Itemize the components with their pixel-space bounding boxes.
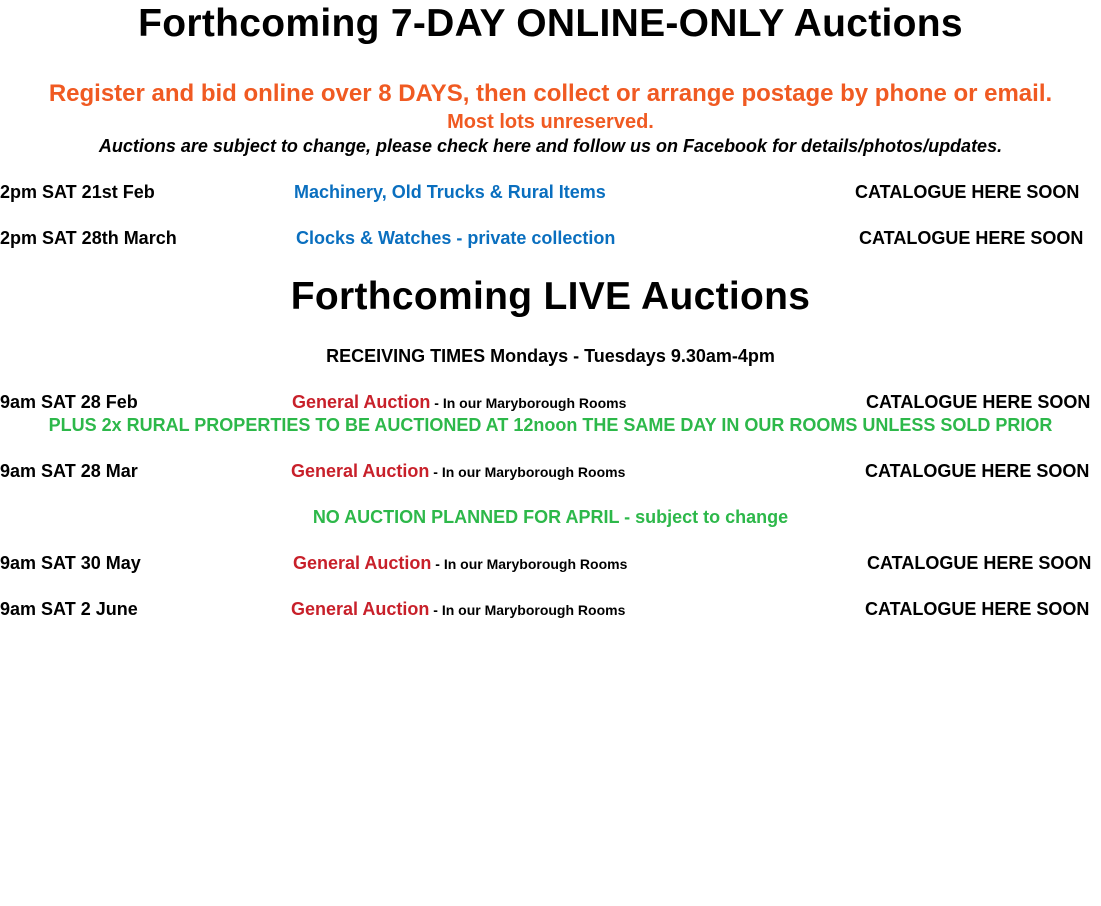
auction-title-link[interactable]: Machinery, Old Trucks & Rural Items — [294, 182, 606, 202]
auction-date: 9am SAT 2 June — [0, 599, 138, 619]
auction-title-link[interactable]: General Auction - In our Maryborough Roo… — [292, 392, 626, 413]
online-auctions-heading: Forthcoming 7-DAY ONLINE-ONLY Auctions — [138, 2, 963, 45]
separator: - — [429, 464, 442, 480]
separator: - — [430, 395, 443, 411]
auction-title-link[interactable]: Clocks & Watches - private collection — [296, 228, 616, 248]
catalogue-link[interactable]: CATALOGUE HERE SOON — [855, 182, 1080, 202]
register-note: Register and bid online over 8 DAYS, the… — [48, 80, 1053, 107]
auction-title-link[interactable]: General Auction - In our Maryborough Roo… — [291, 599, 625, 620]
catalogue-link[interactable]: CATALOGUE HERE SOON — [865, 599, 1090, 619]
catalogue-link[interactable]: CATALOGUE HERE SOON — [867, 553, 1092, 573]
change-note: Auctions are subject to change, please c… — [98, 136, 1003, 156]
auction-title[interactable]: General Auction — [291, 599, 430, 619]
catalogue-link[interactable]: CATALOGUE HERE SOON — [866, 392, 1091, 412]
april-note: NO AUCTION PLANNED FOR APRIL - subject t… — [312, 507, 789, 527]
auction-title-link[interactable]: General Auction - In our Maryborough Roo… — [293, 553, 627, 574]
auction-title-link[interactable]: General Auction - In our Maryborough Roo… — [291, 461, 625, 482]
auction-date: 2pm SAT 28th March — [0, 228, 177, 248]
receiving-times: RECEIVING TIMES Mondays - Tuesdays 9.30a… — [326, 346, 775, 366]
auction-title[interactable]: General Auction — [291, 461, 430, 481]
unreserved-note: Most lots unreserved. — [447, 111, 654, 133]
catalogue-link[interactable]: CATALOGUE HERE SOON — [859, 228, 1084, 248]
auction-location: In our Maryborough Rooms — [443, 556, 628, 572]
auction-date: 2pm SAT 21st Feb — [0, 182, 155, 202]
auction-location: In our Maryborough Rooms — [442, 395, 627, 411]
auction-date: 9am SAT 28 Mar — [0, 461, 138, 481]
auction-date: 9am SAT 28 Feb — [0, 392, 138, 412]
rural-properties-note: PLUS 2x RURAL PROPERTIES TO BE AUCTIONED… — [48, 415, 1053, 435]
auction-location: In our Maryborough Rooms — [441, 464, 626, 480]
auction-date: 9am SAT 30 May — [0, 553, 141, 573]
separator: - — [429, 602, 442, 618]
live-auctions-heading: Forthcoming LIVE Auctions — [290, 275, 811, 318]
auction-location: In our Maryborough Rooms — [441, 602, 626, 618]
auction-title[interactable]: General Auction — [292, 392, 431, 412]
separator: - — [431, 556, 444, 572]
auction-title[interactable]: General Auction — [293, 553, 432, 573]
catalogue-link[interactable]: CATALOGUE HERE SOON — [865, 461, 1090, 481]
